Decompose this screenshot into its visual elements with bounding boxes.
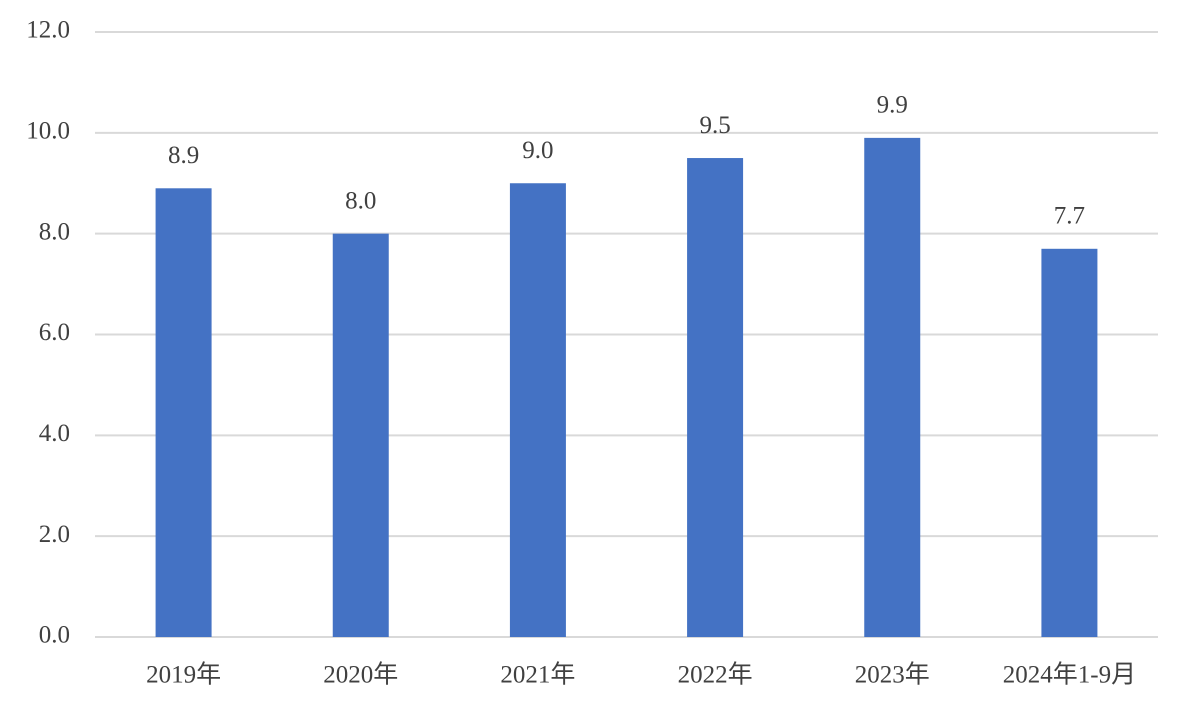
y-tick-label: 10.0 — [26, 118, 70, 145]
bar — [687, 158, 744, 637]
value-label: 9.0 — [522, 137, 553, 164]
y-tick-label: 8.0 — [39, 218, 70, 245]
bar — [332, 233, 389, 637]
x-tick-label: 2024年1-9月 — [1003, 661, 1136, 689]
y-tick-label: 12.0 — [26, 17, 70, 44]
x-tick-label: 2019年 — [146, 661, 221, 689]
value-label: 8.0 — [345, 187, 376, 214]
y-tick-label: 4.0 — [39, 420, 70, 447]
x-tick-label: 2022年 — [678, 661, 753, 689]
y-tick-label: 0.0 — [39, 622, 70, 649]
bar — [1041, 248, 1098, 637]
y-tick-label: 2.0 — [39, 521, 70, 548]
bar — [509, 183, 566, 637]
x-tick-label: 2021年 — [500, 661, 575, 689]
value-label: 9.5 — [699, 112, 730, 139]
value-label: 9.9 — [877, 92, 908, 119]
value-label: 8.9 — [168, 142, 199, 169]
x-tick-label: 2023年 — [855, 661, 930, 689]
bar — [864, 137, 921, 637]
value-label: 7.7 — [1054, 203, 1085, 230]
x-tick-label: 2020年 — [323, 661, 398, 689]
y-tick-label: 6.0 — [39, 319, 70, 346]
bar — [155, 188, 212, 637]
